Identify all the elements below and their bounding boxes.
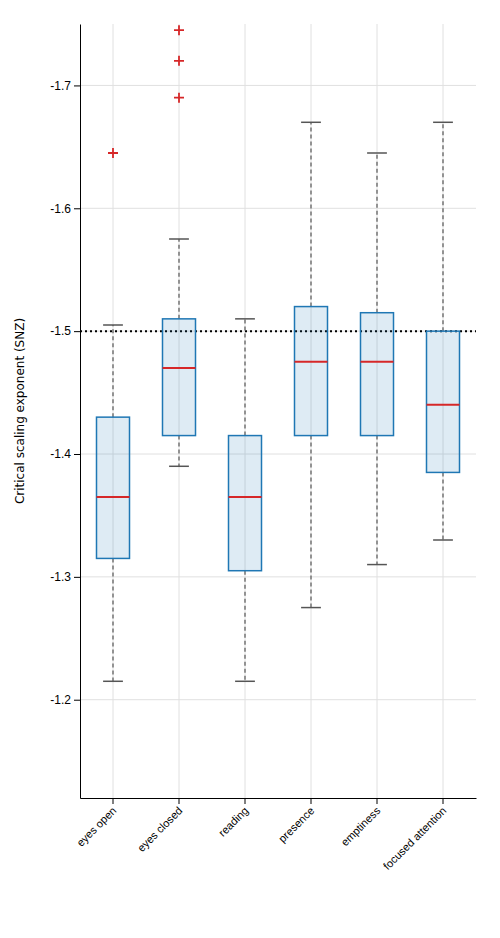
box-group (229, 319, 262, 681)
chart: -1.7 -1.6 -1.5 -1.4 -1.3 -1.2 eyes open eyes cl… (0, 0, 500, 938)
y-tick-mark (74, 700, 80, 701)
whisker (178, 436, 179, 467)
x-tick-mark (443, 798, 444, 804)
box (361, 313, 394, 436)
whisker-cap (301, 607, 321, 609)
median (427, 404, 460, 406)
whisker (376, 153, 377, 313)
whisker-cap (235, 681, 255, 683)
y-axis-title: Critical scaling exponent (SNZ) (13, 318, 27, 504)
marks (80, 25, 476, 681)
whisker (376, 436, 377, 565)
whisker (178, 239, 179, 319)
box (427, 331, 460, 472)
whisker (310, 122, 311, 306)
y-tick-label: -1.7 (50, 79, 71, 93)
y-tick-label: -1.3 (50, 570, 71, 584)
x-axis-line (81, 798, 477, 799)
y-tick-label: -1.5 (50, 324, 71, 338)
x-tick-label: eyes open (74, 804, 118, 848)
box (97, 417, 130, 558)
y-grid-line (80, 85, 476, 86)
y-tick-label: -1.6 (50, 202, 71, 216)
x-tick-mark (179, 798, 180, 804)
y-grid-line (80, 699, 476, 700)
x-tick-label: reading (216, 804, 250, 838)
box-group (361, 153, 394, 565)
x-tick: eyes open (74, 798, 118, 849)
y-grid-line (80, 576, 476, 577)
median (295, 361, 328, 363)
whisker-cap (301, 122, 321, 124)
y-grid-line (80, 208, 476, 209)
median (97, 496, 130, 498)
x-tick: focused attention (381, 798, 449, 872)
x-tick-mark (245, 798, 246, 804)
whisker-cap (169, 466, 189, 468)
whisker-cap (367, 152, 387, 154)
whisker-cap (235, 318, 255, 320)
reference-line (80, 330, 476, 332)
box (163, 319, 196, 436)
x-tick: presence (276, 798, 316, 845)
y-axis-line (80, 25, 81, 799)
y-tick-mark (74, 85, 80, 86)
y-tick-label: -1.2 (50, 693, 71, 707)
whisker (442, 472, 443, 540)
whisker (112, 325, 113, 417)
x-tick-mark (113, 798, 114, 804)
y-tick-label: -1.4 (50, 447, 71, 461)
flier (174, 25, 184, 35)
y-tick-mark (74, 577, 80, 578)
y-tick-mark (74, 454, 80, 455)
whisker (244, 319, 245, 436)
whisker (112, 558, 113, 681)
median (361, 361, 394, 363)
grid (80, 24, 476, 798)
x-tick-label: eyes closed (135, 804, 185, 854)
x-tick-mark (311, 798, 312, 804)
y-tick: -1.3 (50, 570, 80, 584)
flier (108, 148, 118, 158)
whisker-cap (367, 564, 387, 566)
y-tick: -1.5 (50, 324, 80, 338)
x-tick: emptiness (339, 798, 383, 848)
box (229, 436, 262, 571)
plot: -1.7 -1.6 -1.5 -1.4 -1.3 -1.2 eyes open eyes cl… (50, 24, 476, 872)
x-tick: reading (216, 798, 250, 839)
median (163, 367, 196, 369)
x-axis: eyes open eyes closed reading presence empti… (74, 798, 476, 872)
y-tick-mark (74, 208, 80, 209)
whisker-cap (103, 681, 123, 683)
x-tick: eyes closed (135, 798, 185, 854)
x-tick-label: presence (276, 804, 316, 844)
whisker (310, 436, 311, 608)
y-grid-line (80, 454, 476, 455)
y-tick-mark (74, 331, 80, 332)
whisker (442, 122, 443, 331)
box-group (295, 122, 328, 607)
median (229, 496, 262, 498)
flier (174, 93, 184, 103)
box-group (97, 148, 130, 681)
whisker-cap (433, 539, 453, 541)
box-group (427, 122, 460, 540)
box-group (163, 25, 196, 466)
y-tick: -1.2 (50, 693, 80, 707)
y-tick: -1.4 (50, 447, 80, 461)
y-tick: -1.7 (50, 79, 80, 93)
y-tick: -1.6 (50, 202, 80, 216)
x-tick-label: focused attention (381, 804, 449, 872)
x-tick-label: emptiness (339, 804, 383, 848)
whisker (244, 571, 245, 682)
flier (174, 56, 184, 66)
whisker-cap (169, 238, 189, 240)
whisker-cap (433, 122, 453, 124)
y-grid-line (80, 331, 476, 332)
y-axis: -1.7 -1.6 -1.5 -1.4 -1.3 -1.2 (50, 25, 80, 799)
whisker-cap (103, 324, 123, 326)
box (295, 307, 328, 436)
x-tick-mark (377, 798, 378, 804)
